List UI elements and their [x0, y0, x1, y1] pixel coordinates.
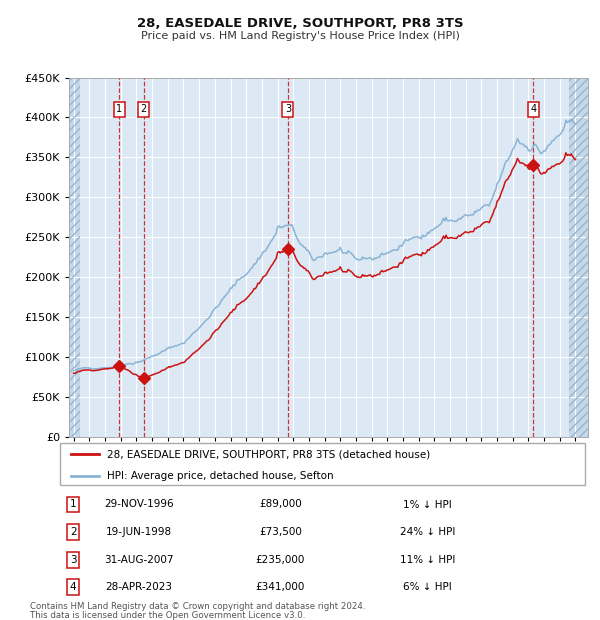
Text: 3: 3	[70, 555, 76, 565]
Text: HPI: Average price, detached house, Sefton: HPI: Average price, detached house, Seft…	[107, 471, 334, 480]
Text: 31-AUG-2007: 31-AUG-2007	[104, 555, 173, 565]
Text: 4: 4	[530, 104, 536, 115]
Text: £73,500: £73,500	[259, 527, 302, 537]
Text: 4: 4	[70, 582, 76, 592]
Text: 28, EASEDALE DRIVE, SOUTHPORT, PR8 3TS (detached house): 28, EASEDALE DRIVE, SOUTHPORT, PR8 3TS (…	[107, 450, 431, 459]
Text: 1: 1	[116, 104, 122, 115]
Text: 1% ↓ HPI: 1% ↓ HPI	[403, 500, 452, 510]
Text: 3: 3	[285, 104, 291, 115]
Text: 28-APR-2023: 28-APR-2023	[105, 582, 172, 592]
Text: £341,000: £341,000	[256, 582, 305, 592]
Text: Price paid vs. HM Land Registry's House Price Index (HPI): Price paid vs. HM Land Registry's House …	[140, 31, 460, 41]
Text: 2: 2	[70, 527, 76, 537]
Text: 24% ↓ HPI: 24% ↓ HPI	[400, 527, 455, 537]
Bar	[569, 78, 588, 437]
Text: 28, EASEDALE DRIVE, SOUTHPORT, PR8 3TS: 28, EASEDALE DRIVE, SOUTHPORT, PR8 3TS	[137, 17, 463, 30]
Text: 6% ↓ HPI: 6% ↓ HPI	[403, 582, 452, 592]
Text: Contains HM Land Registry data © Crown copyright and database right 2024.: Contains HM Land Registry data © Crown c…	[30, 602, 365, 611]
Text: £235,000: £235,000	[256, 555, 305, 565]
Text: This data is licensed under the Open Government Licence v3.0.: This data is licensed under the Open Gov…	[30, 611, 305, 619]
Text: 19-JUN-1998: 19-JUN-1998	[106, 527, 172, 537]
Text: £89,000: £89,000	[259, 500, 302, 510]
Bar	[69, 78, 80, 437]
Text: 11% ↓ HPI: 11% ↓ HPI	[400, 555, 455, 565]
Bar	[69, 78, 80, 437]
Text: 2: 2	[140, 104, 147, 115]
Bar	[569, 78, 588, 437]
Text: 1: 1	[70, 500, 76, 510]
Text: 29-NOV-1996: 29-NOV-1996	[104, 500, 173, 510]
